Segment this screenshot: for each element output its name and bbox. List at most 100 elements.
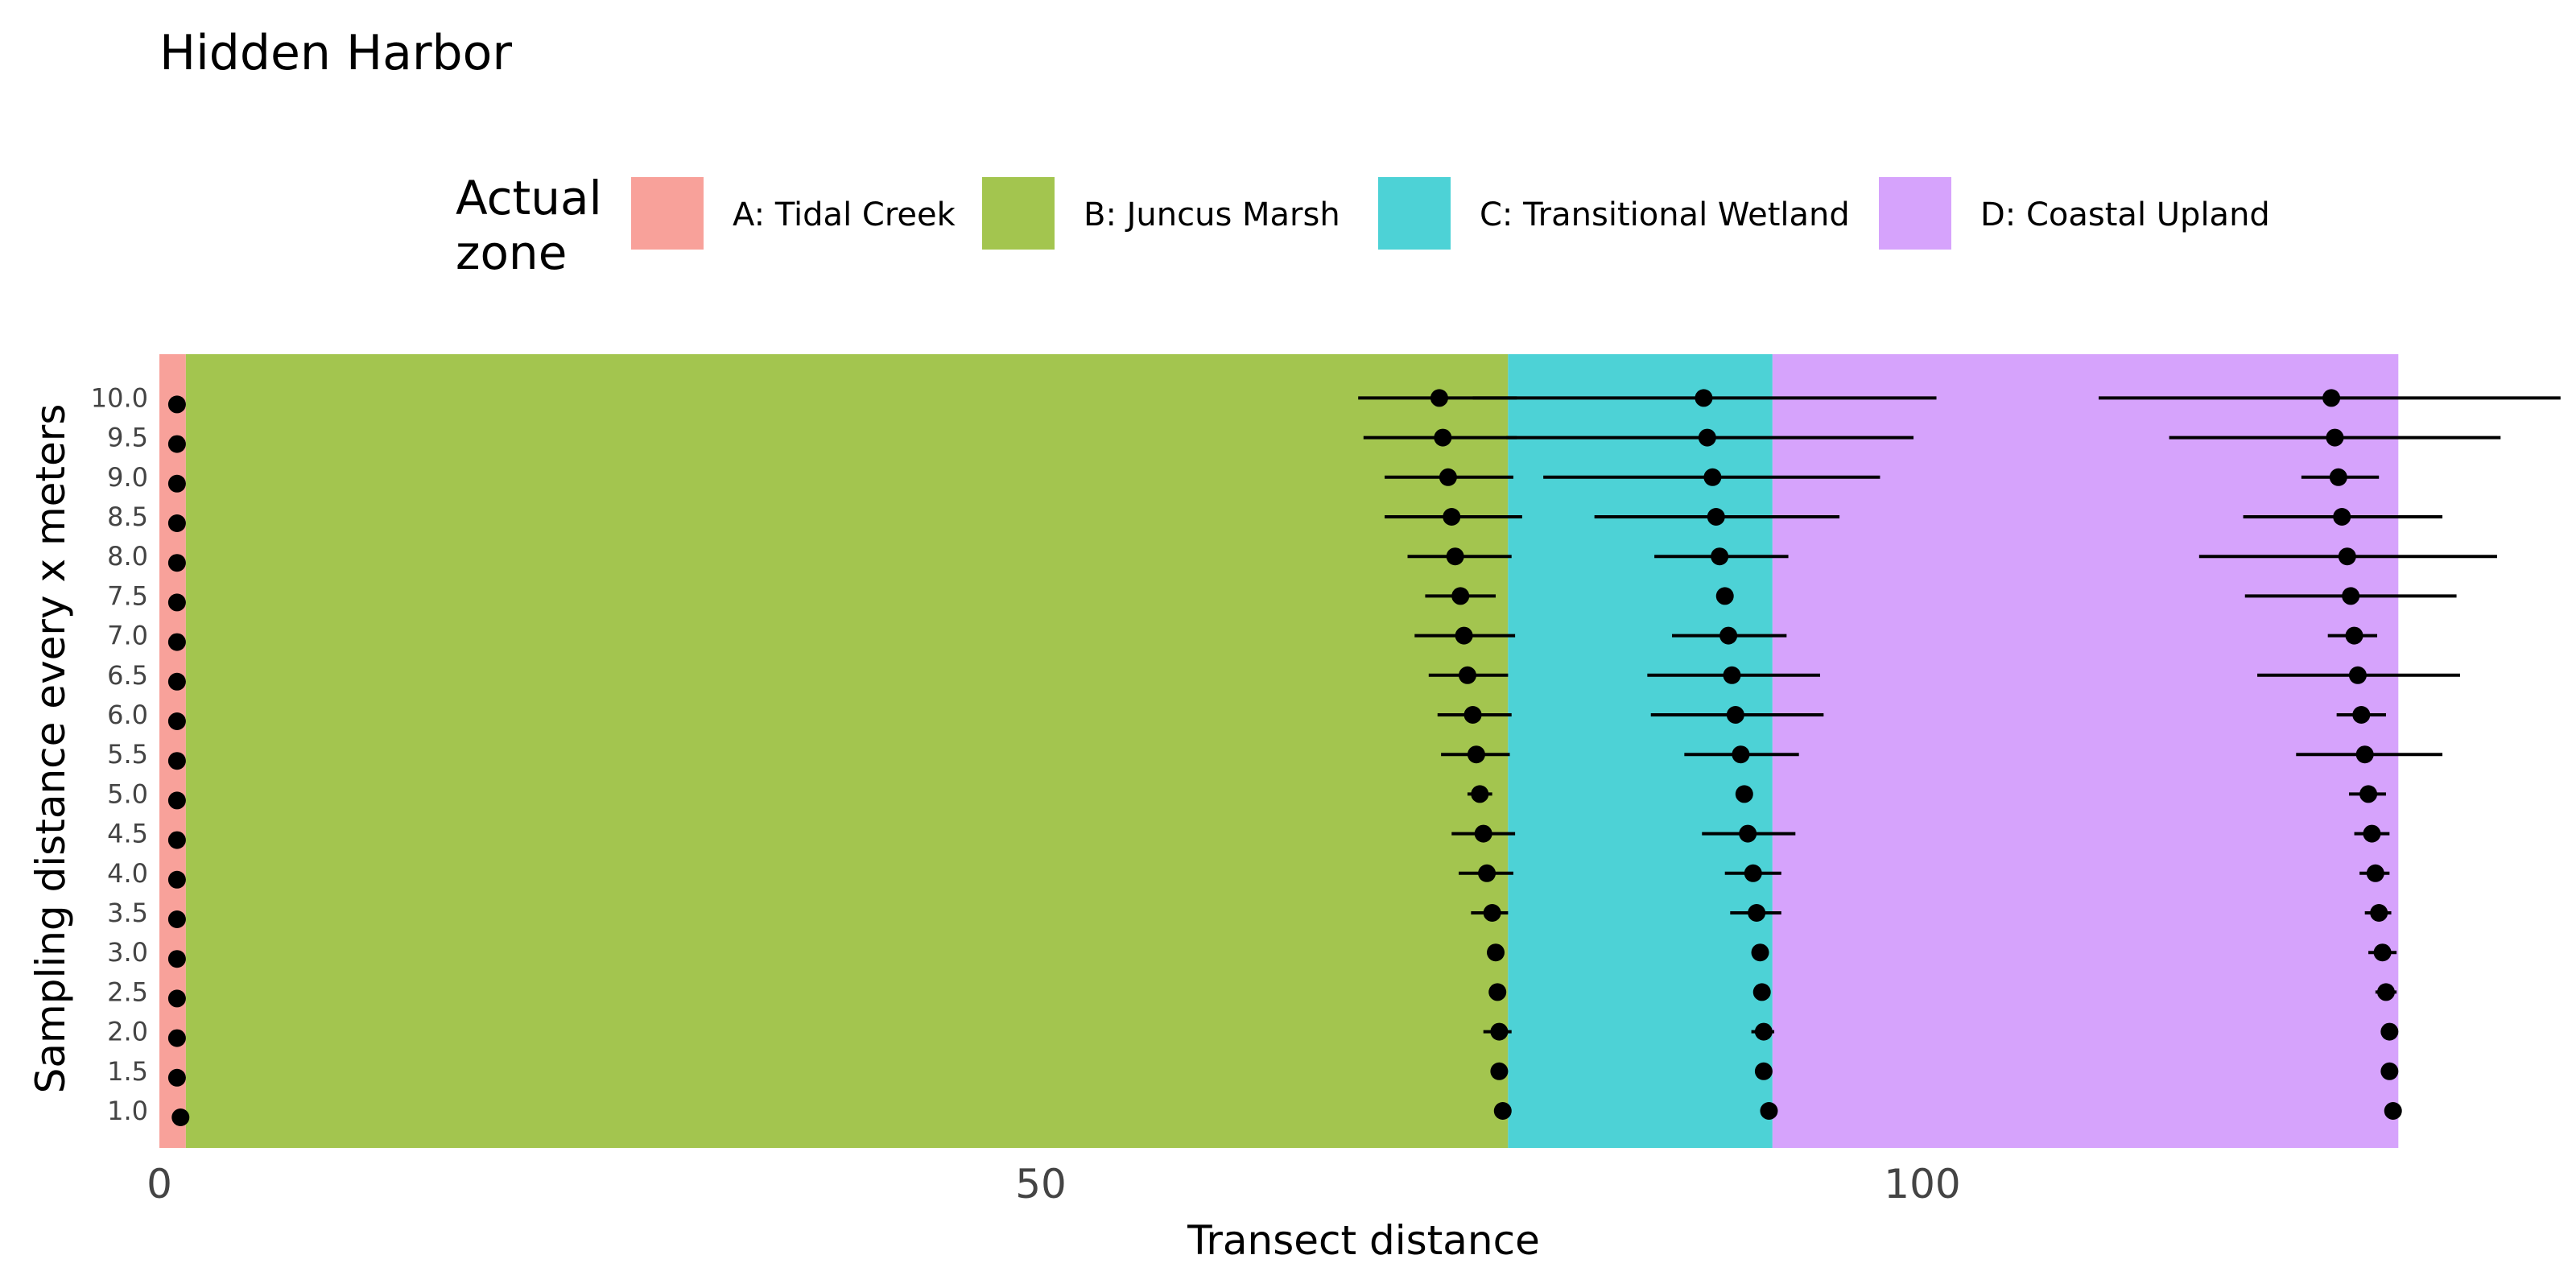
data-point xyxy=(167,593,186,612)
data-point xyxy=(1490,1022,1509,1041)
data-point xyxy=(1451,587,1470,605)
y-tick-label: 10.0 xyxy=(91,382,148,413)
legend-swatch-c xyxy=(1378,177,1451,250)
legend-label-d: D: Coastal Upland xyxy=(1980,196,2270,233)
x-tick-label: 50 xyxy=(1015,1161,1067,1208)
data-point xyxy=(1430,389,1448,407)
data-point xyxy=(2359,785,2378,803)
data-point xyxy=(1467,745,1485,764)
y-axis-label: Sampling distance every x meters xyxy=(27,404,74,1094)
chart-title: Hidden Harbor xyxy=(159,25,512,81)
data-point xyxy=(1446,547,1464,566)
data-point xyxy=(1455,626,1473,645)
data-point xyxy=(1483,904,1501,922)
data-point xyxy=(1471,785,1489,803)
data-point xyxy=(2348,666,2367,684)
data-points xyxy=(167,389,2402,1126)
data-point xyxy=(171,1108,190,1126)
data-point xyxy=(167,554,186,572)
data-point xyxy=(1434,428,1452,447)
data-point xyxy=(167,633,186,651)
data-point xyxy=(2333,508,2351,526)
data-point xyxy=(1715,587,1734,605)
data-point xyxy=(1723,666,1741,684)
data-point xyxy=(2380,1062,2399,1080)
data-point xyxy=(1703,468,1722,486)
data-point xyxy=(167,950,186,968)
y-tick-label: 1.0 xyxy=(107,1096,148,1126)
data-point xyxy=(1726,706,1744,724)
data-point xyxy=(1719,626,1738,645)
zone-band-a xyxy=(159,354,186,1148)
data-point xyxy=(1707,508,1725,526)
data-point xyxy=(167,435,186,453)
data-point xyxy=(1732,745,1750,764)
data-point xyxy=(1735,785,1753,803)
x-tick-labels: 0 50 100 xyxy=(147,1161,1961,1208)
data-point xyxy=(1478,864,1496,882)
y-tick-label: 5.5 xyxy=(107,739,148,770)
legend-swatch-b xyxy=(982,177,1055,250)
data-point xyxy=(167,870,186,889)
y-tick-label: 1.5 xyxy=(107,1056,148,1087)
data-point xyxy=(2352,706,2371,724)
data-point xyxy=(1760,1102,1778,1120)
data-point xyxy=(2326,428,2344,447)
data-point xyxy=(2338,547,2356,566)
data-point xyxy=(1711,547,1729,566)
y-tick-label: 2.0 xyxy=(107,1017,148,1047)
legend-swatch-a xyxy=(631,177,704,250)
zone-band-c xyxy=(1508,354,1773,1148)
y-tick-label: 6.0 xyxy=(107,700,148,730)
data-point xyxy=(167,1029,186,1047)
data-point xyxy=(1739,824,1757,843)
data-point xyxy=(1474,824,1492,843)
y-tick-label: 3.5 xyxy=(107,898,148,928)
data-point xyxy=(1490,1062,1509,1080)
data-point xyxy=(2384,1102,2402,1120)
data-point xyxy=(2363,824,2381,843)
data-point xyxy=(167,910,186,928)
y-tick-label: 7.5 xyxy=(107,580,148,611)
data-point xyxy=(1748,904,1766,922)
data-point xyxy=(167,791,186,810)
y-tick-label: 7.0 xyxy=(107,621,148,651)
data-point xyxy=(1488,983,1507,1001)
data-point xyxy=(2373,943,2392,962)
y-tick-label: 9.5 xyxy=(107,423,148,453)
legend-label-c: C: Transitional Wetland xyxy=(1480,196,1850,233)
data-point xyxy=(167,672,186,691)
legend: Actual zone A: Tidal Creek B: Juncus Marsh C… xyxy=(456,171,2270,280)
data-point xyxy=(1458,666,1476,684)
data-point xyxy=(2342,587,2360,605)
data-point xyxy=(2345,626,2363,645)
zone-bands xyxy=(159,354,2399,1148)
data-point xyxy=(167,514,186,532)
x-tick-label: 100 xyxy=(1884,1161,1960,1208)
legend-swatch-d xyxy=(1879,177,1951,250)
data-point xyxy=(1443,508,1461,526)
data-point xyxy=(1493,1102,1512,1120)
data-point xyxy=(2380,1022,2399,1041)
y-tick-label: 8.0 xyxy=(107,541,148,572)
data-point xyxy=(2366,864,2384,882)
legend-label-b: B: Juncus Marsh xyxy=(1084,196,1340,233)
data-point xyxy=(1463,706,1482,724)
y-tick-label: 9.0 xyxy=(107,462,148,493)
data-point xyxy=(167,712,186,730)
data-point xyxy=(1744,864,1762,882)
data-point xyxy=(1754,1022,1773,1041)
x-axis-label: Transect distance xyxy=(1187,1217,1540,1264)
y-tick-label: 5.0 xyxy=(107,778,148,809)
legend-label-a: A: Tidal Creek xyxy=(733,196,956,233)
legend-title: Actual zone xyxy=(456,171,602,280)
data-point xyxy=(167,395,186,414)
zone-band-b xyxy=(185,354,1509,1148)
data-point xyxy=(2376,983,2395,1001)
data-point xyxy=(1698,428,1716,447)
data-point xyxy=(2370,904,2388,922)
y-tick-label: 2.5 xyxy=(107,976,148,1007)
data-point xyxy=(167,474,186,493)
data-point xyxy=(167,752,186,770)
